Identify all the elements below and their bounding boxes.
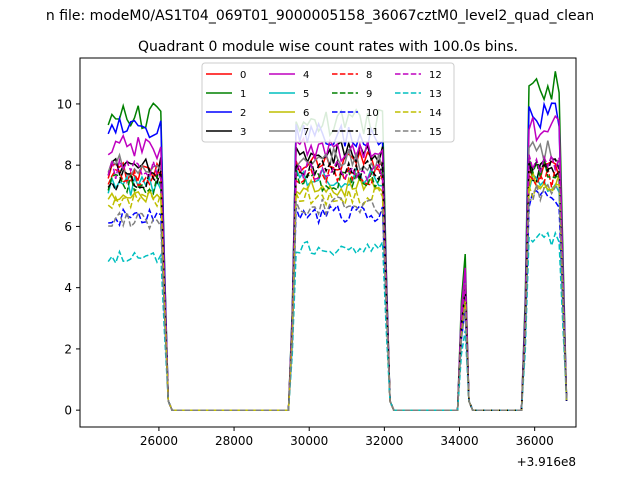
x-tick-label: 28000	[215, 434, 253, 448]
figure-suptitle: n file: modeM0/AS1T04_069T01_9000005158_…	[46, 8, 594, 24]
legend-label-5: 5	[303, 89, 309, 100]
y-tick-label: 0	[64, 404, 72, 418]
legend-label-15: 15	[429, 127, 442, 138]
series-line-13	[107, 230, 568, 411]
legend-label-12: 12	[429, 70, 442, 81]
legend-label-6: 6	[303, 108, 309, 119]
chart-title: Quadrant 0 module wise count rates with …	[138, 39, 518, 55]
legend-label-1: 1	[240, 89, 246, 100]
x-axis-ticks: 26000 28000 30000 32000 34000 36000	[140, 427, 554, 448]
series-line-12	[107, 152, 568, 411]
legend-label-8: 8	[366, 70, 372, 81]
axes-layer	[79, 57, 577, 428]
legend-label-11: 11	[366, 127, 379, 138]
y-tick-label: 8	[64, 159, 72, 173]
legend-label-9: 9	[366, 89, 372, 100]
y-tick-label: 10	[57, 97, 72, 111]
x-tick-label: 34000	[440, 434, 478, 448]
legend-label-2: 2	[240, 108, 246, 119]
legend-label-0: 0	[240, 70, 246, 81]
x-tick-label: 32000	[365, 434, 403, 448]
legend-box	[201, 62, 455, 143]
legend-label-7: 7	[303, 127, 309, 138]
legend-label-10: 10	[366, 108, 379, 119]
y-axis-ticks: 0 2 4 6 8 10	[57, 97, 80, 418]
series-line-15	[108, 183, 568, 411]
x-tick-label: 30000	[290, 434, 328, 448]
legend-label-4: 4	[303, 70, 309, 81]
y-tick-label: 4	[64, 281, 72, 295]
series-line-11	[107, 158, 568, 411]
legend-label-3: 3	[240, 127, 246, 138]
x-axis-offset-label: +3.916e8	[517, 455, 576, 469]
plot-frame	[79, 57, 577, 428]
x-tick-label: 26000	[140, 434, 178, 448]
legend-label-13: 13	[429, 89, 442, 100]
y-tick-label: 6	[64, 220, 72, 234]
legend-label-14: 14	[429, 108, 442, 119]
x-tick-label: 36000	[516, 434, 554, 448]
series-line-10	[108, 188, 568, 411]
y-tick-label: 2	[64, 342, 72, 356]
